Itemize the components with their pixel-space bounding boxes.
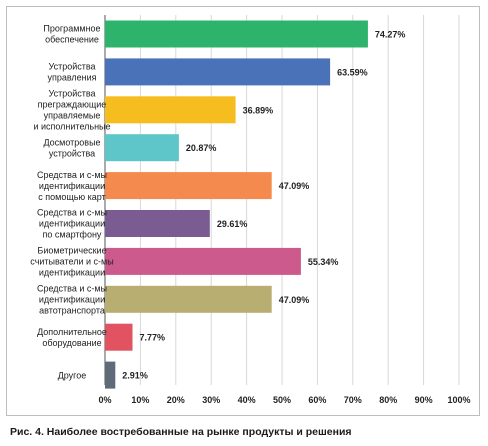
category-label: управляемые [44,111,101,121]
category-label: идентификации [39,181,105,191]
bar [105,210,210,237]
category-label: Программное [43,24,100,34]
category-label: Другое [58,370,87,380]
bar [105,96,236,124]
bar [105,20,368,48]
category-label: идентификации [39,295,105,305]
x-tick-label: 0% [98,395,111,405]
data-label: 47.09% [279,181,310,191]
x-tick-label: 70% [344,395,362,405]
data-label: 55.34% [308,257,339,267]
bar-chart: 0% 10% 20% 30% 40% 50% 60% 70% 80% 90% 100% 74.27% П… [30,15,471,405]
data-label: 7.77% [140,333,166,343]
figure-caption: Рис. 4. Наиболее востребованные на рынке… [10,426,352,438]
data-label: 74.27% [375,30,406,40]
x-tick-label: 50% [273,395,291,405]
category-label: оборудование [42,338,101,348]
x-tick-label: 100% [447,395,470,405]
category-label: Устройства [48,62,95,72]
bar [105,172,272,200]
x-tick-label: 90% [415,395,433,405]
category-label: по смартфону [43,230,102,240]
x-tick-label: 60% [308,395,326,405]
x-tick-label: 10% [131,395,149,405]
x-tick-label: 20% [167,395,185,405]
bar [105,361,116,389]
data-label: 47.09% [279,295,310,305]
x-tick-label: 80% [379,395,397,405]
category-label: управления [47,73,96,83]
category-label: и исполнительные [33,122,110,132]
bar [105,58,331,86]
category-label: считыватели и с-мы [30,257,113,267]
category-label: Досмотровые [43,137,100,147]
data-label: 29.61% [217,219,248,229]
category-label: Устройства [48,89,95,99]
category-label: Биометрические [37,246,106,256]
category-label: автотранспорта [39,306,105,316]
category-label: идентификации [39,219,105,229]
category-label: устройства [49,148,95,158]
x-tick-label: 30% [202,395,220,405]
category-label: Дополнительное [37,327,107,337]
bar [105,134,179,162]
category-label: Средства и с-мы [37,284,107,294]
data-label: 2.91% [122,371,148,381]
category-label: Средства и с-мы [37,170,107,180]
bar [105,247,301,275]
bar [105,285,272,313]
category-label: идентификации [39,268,105,278]
data-label: 36.89% [243,105,274,115]
category-label: с помощью карт [38,192,106,202]
data-label: 63.59% [337,67,368,77]
category-label: Средства и с-мы [37,208,107,218]
bar [105,323,133,351]
chart-frame: 0% 10% 20% 30% 40% 50% 60% 70% 80% 90% 100% 74.27% П… [6,6,480,416]
x-tick-label: 40% [238,395,256,405]
data-label: 20.87% [186,143,217,153]
category-label: обеспечение [45,35,99,45]
category-label: преграждающие [38,100,107,110]
